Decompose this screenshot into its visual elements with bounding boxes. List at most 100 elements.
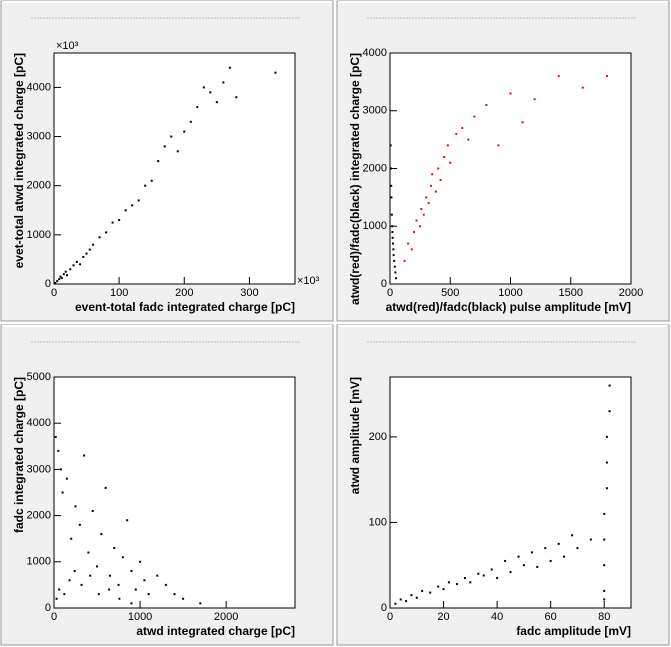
point: [536, 565, 539, 568]
point: [91, 509, 94, 512]
point: [202, 86, 205, 89]
point: [130, 602, 133, 605]
point: [139, 560, 142, 563]
point: [56, 280, 59, 283]
point: [66, 274, 69, 277]
point: [131, 204, 134, 207]
point: [80, 583, 83, 586]
y-tick-label: 2000: [27, 180, 51, 192]
point: [415, 596, 418, 599]
point: [143, 579, 146, 582]
point: [589, 538, 592, 541]
x-tick-label: 500: [441, 287, 459, 299]
point: [156, 574, 159, 577]
point: [509, 571, 512, 574]
point: [126, 519, 129, 522]
point: [557, 542, 560, 545]
point: [576, 547, 579, 550]
point: [563, 555, 566, 558]
point: [390, 213, 393, 216]
y-tick-label: 4000: [27, 81, 51, 93]
y-tick-label: 200: [369, 431, 387, 443]
point: [104, 486, 107, 489]
point: [57, 449, 60, 452]
plot-frame: [53, 52, 296, 285]
point: [410, 594, 413, 597]
point: [605, 461, 608, 464]
y-tick-label: 4000: [363, 47, 387, 59]
point: [394, 271, 397, 274]
point: [130, 570, 133, 573]
y-tick-label: 3000: [27, 463, 51, 475]
point: [54, 436, 57, 439]
point: [549, 559, 552, 562]
point: [98, 236, 101, 239]
y-tick-label: 4000: [27, 417, 51, 429]
x-tick-label: 20: [437, 611, 449, 623]
point: [74, 505, 77, 508]
point: [121, 556, 124, 559]
point: [118, 597, 121, 600]
point: [393, 259, 396, 262]
x-multiplier: ×10³: [297, 275, 320, 287]
point: [63, 593, 66, 596]
y-axis-label: atwd amplitude [mV]: [348, 377, 362, 494]
point: [65, 477, 68, 480]
point: [82, 255, 85, 258]
plot-frame: [389, 376, 632, 609]
point: [467, 138, 470, 141]
point: [431, 173, 434, 176]
point: [78, 523, 81, 526]
point: [429, 591, 432, 594]
point: [389, 144, 392, 147]
point: [163, 145, 166, 148]
point: [455, 583, 458, 586]
point: [437, 167, 440, 170]
x-axis-label: fadc amplitude [mV]: [516, 624, 631, 638]
point: [173, 593, 176, 596]
point: [164, 583, 167, 586]
x-tick-label: 300: [240, 287, 258, 299]
y-tick-label: 0: [45, 278, 51, 290]
point: [473, 115, 476, 118]
point: [393, 265, 396, 268]
point: [485, 103, 488, 106]
point: [69, 268, 72, 271]
x-tick-label: 0: [51, 287, 57, 299]
point: [509, 92, 512, 95]
point: [73, 570, 76, 573]
point: [421, 589, 424, 592]
y-tick-label: 2000: [27, 510, 51, 522]
point: [147, 593, 150, 596]
point: [58, 278, 61, 281]
point: [97, 593, 100, 596]
point: [79, 263, 82, 266]
x-tick-label: 0: [387, 287, 393, 299]
point: [111, 221, 114, 224]
point: [429, 184, 432, 187]
point: [463, 577, 466, 580]
point: [96, 565, 99, 568]
point: [437, 585, 440, 588]
y-tick-label: 0: [381, 602, 387, 614]
point: [87, 551, 90, 554]
point: [407, 242, 410, 245]
x-axis-label: atwd(red)/fadc(black) pulse amplitude [m…: [386, 300, 631, 314]
y-tick-label: 1000: [27, 556, 51, 568]
point: [490, 568, 493, 571]
x-tick-label: 100: [110, 287, 128, 299]
point: [477, 572, 480, 575]
y-tick-label: 100: [369, 516, 387, 528]
point: [496, 577, 499, 580]
x-tick-label: 200: [175, 287, 193, 299]
y-tick-label: 3000: [27, 130, 51, 142]
point: [150, 179, 153, 182]
point: [228, 66, 231, 69]
point: [61, 491, 64, 494]
point: [88, 248, 91, 251]
point: [108, 574, 111, 577]
y-axis-label: evet-total atwd integrated charge [pC]: [12, 53, 26, 268]
point: [605, 75, 608, 78]
